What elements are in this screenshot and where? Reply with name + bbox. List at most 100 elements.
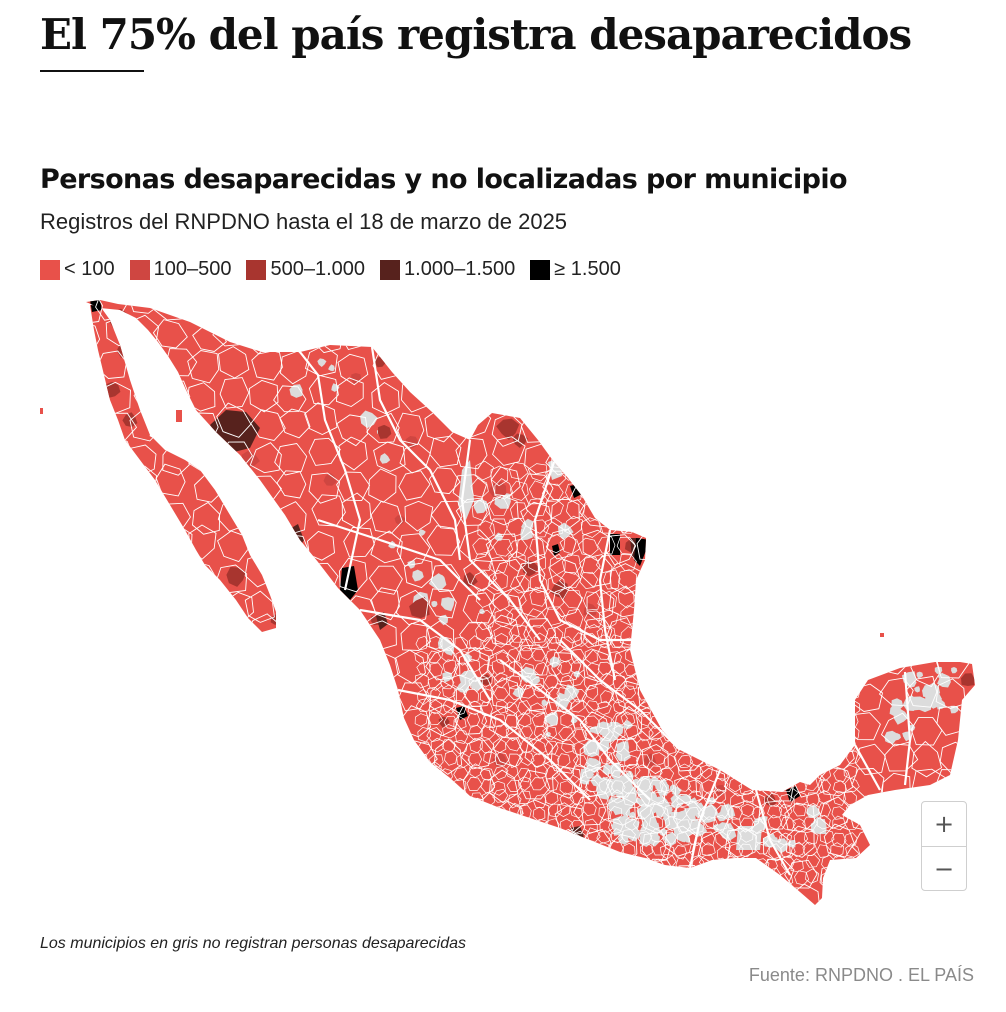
municipality-outline bbox=[442, 684, 456, 699]
municipality-outline bbox=[247, 710, 277, 742]
municipality-outline bbox=[86, 772, 97, 803]
municipality-outline bbox=[451, 701, 467, 716]
municipality-outline bbox=[415, 854, 431, 870]
municipality-outline bbox=[570, 790, 584, 806]
municipality-outline bbox=[194, 679, 223, 713]
municipality-outline bbox=[86, 892, 100, 905]
municipality-outline bbox=[805, 762, 819, 778]
municipality-outline bbox=[493, 343, 523, 377]
municipality-outline bbox=[305, 826, 337, 857]
municipality-outline bbox=[189, 617, 220, 649]
municipality-outline bbox=[215, 802, 247, 832]
municipality-outline bbox=[883, 743, 919, 772]
municipality-outline bbox=[152, 319, 188, 349]
municipality-outline bbox=[817, 687, 833, 703]
municipality-outline bbox=[793, 764, 808, 779]
municipality-outline bbox=[730, 439, 759, 474]
municipality-outline bbox=[551, 652, 582, 683]
no-data-municipality bbox=[670, 793, 687, 809]
municipality-outline bbox=[614, 467, 644, 497]
municipality-outline bbox=[768, 674, 782, 688]
municipality-outline bbox=[820, 737, 837, 752]
municipality-outline bbox=[426, 525, 461, 556]
municipality-outline bbox=[776, 676, 792, 691]
municipality-outline bbox=[453, 767, 469, 781]
mexico-municipality-map[interactable] bbox=[0, 290, 1006, 920]
municipality-outline bbox=[428, 636, 443, 650]
municipality-outline bbox=[404, 500, 434, 532]
municipality-outline bbox=[757, 300, 788, 319]
municipality-outline bbox=[786, 382, 819, 411]
municipality-outline bbox=[911, 887, 941, 905]
municipality-outline bbox=[762, 320, 794, 351]
isla-guadalupe bbox=[40, 408, 43, 414]
municipality-outline bbox=[715, 754, 730, 768]
municipality-outline bbox=[819, 699, 835, 716]
municipality-outline bbox=[99, 799, 129, 834]
municipality-outline bbox=[86, 652, 104, 682]
municipality-outline bbox=[793, 701, 808, 716]
municipality-outline bbox=[825, 703, 853, 738]
municipality-outline bbox=[481, 829, 496, 846]
municipality-outline bbox=[547, 803, 562, 818]
municipality-outline bbox=[508, 660, 523, 674]
municipality-outline bbox=[731, 709, 762, 741]
municipality-outline bbox=[596, 830, 612, 844]
municipality-outline bbox=[125, 527, 158, 561]
municipality-outline bbox=[545, 498, 564, 519]
municipality-outline bbox=[86, 708, 102, 739]
municipality-outline bbox=[724, 754, 741, 769]
zoom-in-button[interactable]: + bbox=[933, 810, 955, 838]
municipality-outline bbox=[713, 673, 728, 687]
municipality-outline bbox=[133, 861, 164, 893]
municipality-outline bbox=[399, 443, 431, 474]
municipality-outline bbox=[792, 818, 806, 833]
municipality-outline bbox=[678, 660, 692, 675]
municipality-outline bbox=[463, 677, 495, 708]
municipality-outline bbox=[777, 778, 794, 793]
municipality-outline bbox=[544, 856, 560, 871]
municipality-outline bbox=[755, 651, 787, 682]
municipality-outline bbox=[162, 618, 193, 651]
municipality-outline bbox=[844, 866, 859, 881]
municipality-outline bbox=[569, 672, 585, 687]
municipality-outline bbox=[550, 496, 580, 532]
municipality-outline bbox=[755, 648, 769, 664]
municipality-outline bbox=[739, 647, 755, 662]
municipality-outline bbox=[701, 714, 716, 730]
municipality-outline bbox=[641, 743, 669, 775]
municipality-outline bbox=[728, 883, 759, 905]
municipality-outline bbox=[600, 690, 615, 704]
municipality-outline bbox=[191, 706, 222, 743]
municipality-outline bbox=[786, 825, 815, 858]
zoom-out-button[interactable]: − bbox=[922, 846, 966, 890]
municipality-outline bbox=[557, 698, 572, 714]
municipality-outline bbox=[639, 867, 653, 882]
municipality-outline bbox=[508, 844, 523, 860]
no-data-municipality bbox=[682, 816, 689, 823]
municipality-outline bbox=[876, 863, 904, 896]
municipality-outline bbox=[307, 623, 342, 654]
municipality-outline bbox=[764, 754, 779, 768]
municipality-outline bbox=[850, 315, 880, 346]
municipality-outline bbox=[439, 869, 455, 883]
municipality-outline bbox=[505, 764, 519, 780]
municipality-outline bbox=[455, 729, 468, 744]
municipality-100-500 bbox=[293, 553, 306, 567]
municipality-outline bbox=[612, 675, 628, 690]
municipality-outline bbox=[190, 825, 225, 860]
municipality-outline bbox=[495, 651, 510, 665]
municipality-500-1000 bbox=[409, 596, 430, 619]
municipality-outline bbox=[506, 779, 523, 792]
municipality-outline bbox=[698, 406, 730, 443]
municipality-outline bbox=[701, 632, 715, 648]
municipality-outline bbox=[559, 674, 574, 690]
municipality-outline bbox=[458, 649, 490, 683]
municipality-outline bbox=[623, 737, 638, 753]
municipality-outline bbox=[506, 608, 528, 628]
municipality-outline bbox=[851, 645, 885, 676]
municipality-outline bbox=[738, 741, 753, 756]
municipality-outline bbox=[761, 435, 793, 467]
municipality-outline bbox=[913, 345, 942, 378]
municipality-outline bbox=[523, 300, 557, 321]
